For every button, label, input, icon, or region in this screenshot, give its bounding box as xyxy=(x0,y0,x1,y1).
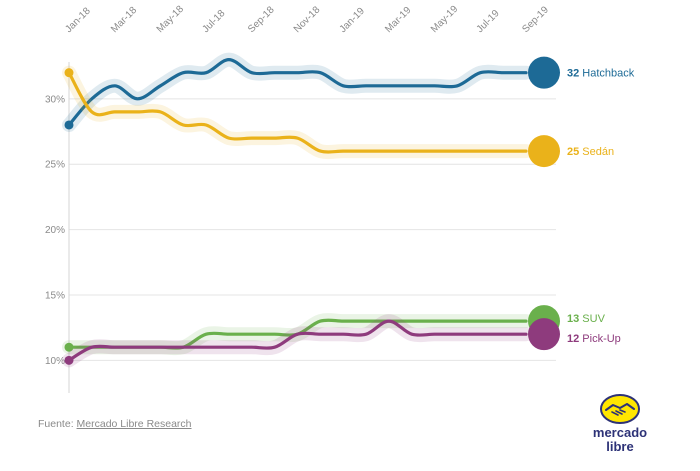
y-tick-label: 15% xyxy=(45,290,65,301)
x-tick-label: Mar-18 xyxy=(109,5,139,35)
x-tick-label: Jul-18 xyxy=(200,8,227,35)
series-line-pick-up xyxy=(67,319,528,362)
x-tick-label: Mar-19 xyxy=(383,5,413,35)
x-tick-label: Sep-19 xyxy=(520,4,551,35)
x-tick-label: May-18 xyxy=(155,3,187,35)
y-tick-label: 25% xyxy=(45,160,65,171)
x-tick-label: Nov-18 xyxy=(292,4,323,35)
series-line-hatchback xyxy=(67,58,528,127)
series-end-label-suv: 13 SUV xyxy=(567,313,606,325)
series-end-label-hatchback: 32 Hatchback xyxy=(567,68,635,80)
series-end-marker-sed-n xyxy=(528,135,560,168)
x-tick-label: Jul-19 xyxy=(475,8,502,35)
series-end-marker-hatchback xyxy=(528,56,560,89)
series-lines xyxy=(62,52,533,368)
y-tick-label: 20% xyxy=(45,225,65,236)
series-start-point-pick-up xyxy=(64,355,74,365)
grid-lines xyxy=(69,98,556,361)
source-prefix: Fuente: xyxy=(38,418,77,430)
source-link[interactable]: Mercado Libre Research xyxy=(76,418,192,430)
x-tick-label: Jan-18 xyxy=(63,5,93,35)
y-tick-labels: 10% 15% 20% 25% 30% xyxy=(45,94,65,366)
series-start-point-sed-n xyxy=(64,68,74,78)
y-tick-label: 30% xyxy=(45,94,65,105)
x-tick-labels: Jan-18 Mar-18 May-18 Jul-18 Sep-18 Nov-18 Jan-… xyxy=(63,3,551,35)
series-end-marker-pick-up xyxy=(528,318,560,351)
mercado-libre-logo: mercado libre xyxy=(582,392,658,462)
source-note: Fuente: Mercado Libre Research xyxy=(38,418,192,430)
series-line-sed-n xyxy=(67,71,528,154)
logo-text-line1: mercado xyxy=(592,425,648,440)
handshake-icon xyxy=(600,394,640,424)
x-tick-label: Jan-19 xyxy=(338,5,368,35)
series-start-point-hatchback xyxy=(64,120,74,130)
series-end-label-sed-n: 25 Sedán xyxy=(567,146,614,158)
x-tick-label: Sep-18 xyxy=(246,4,277,35)
x-tick-label: May-19 xyxy=(429,3,461,35)
series-end-markers: 32 Hatchback 25 Sedán 13 SUV 12 Pick-Up xyxy=(528,56,635,351)
series-start-point-suv xyxy=(64,342,74,352)
logo-text-line2: libre xyxy=(606,439,634,454)
y-tick-label: 10% xyxy=(45,356,65,367)
series-end-label-pick-up: 12 Pick-Up xyxy=(567,333,621,345)
